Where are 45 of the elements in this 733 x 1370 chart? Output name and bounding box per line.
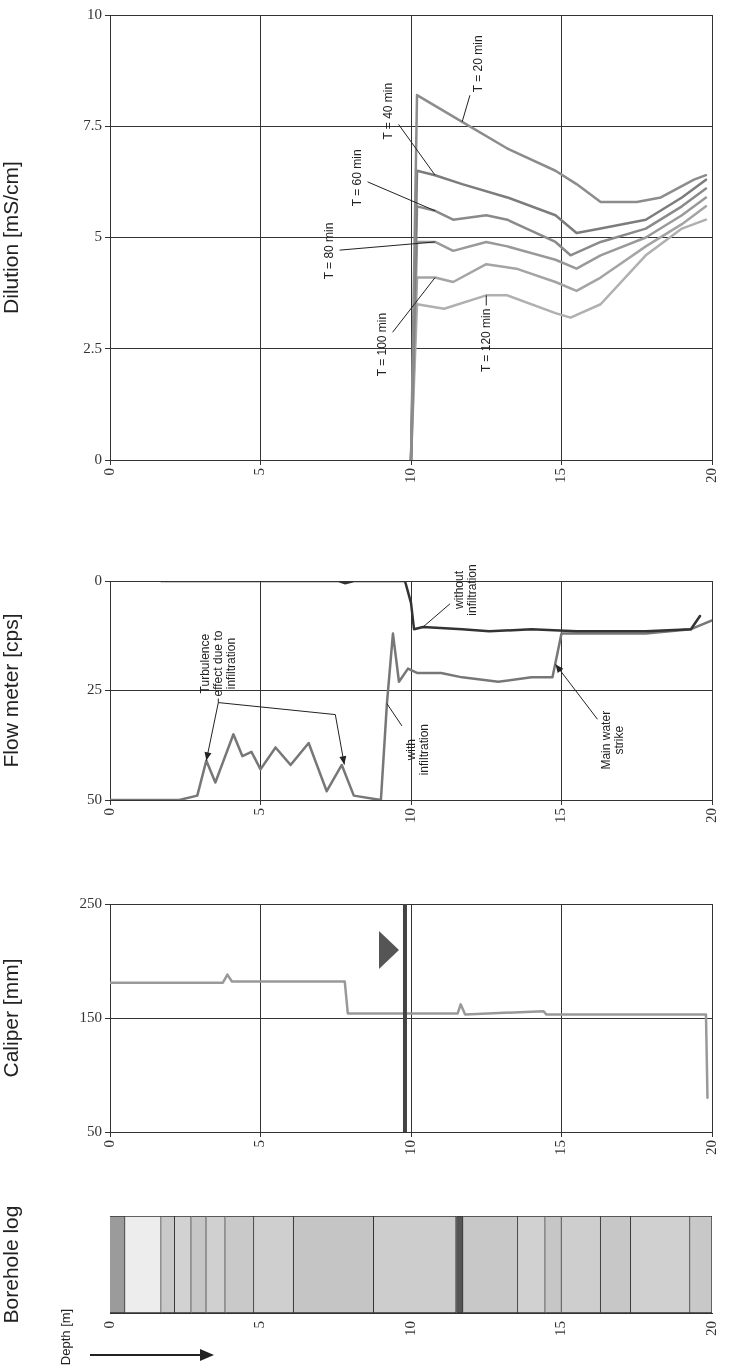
y-tick-label: 7.5 (83, 117, 102, 134)
annotation: Turbulence effect due to infiltration (197, 630, 238, 697)
x-tick-label: 5 (251, 1321, 268, 1329)
x-tick-label: 15 (552, 1321, 569, 1336)
x-tick-label: 10 (401, 468, 418, 483)
x-tick-label: 20 (702, 808, 719, 823)
x-tick-label: 10 (401, 808, 418, 823)
y-tick-label: 250 (79, 894, 102, 911)
y-axis-title: Caliper [mm] (0, 958, 23, 1078)
text: T = 40 min (381, 82, 396, 140)
text: without infiltration (451, 564, 479, 616)
y-tick-label: 0 (94, 571, 102, 588)
y-tick-label: 25 (87, 681, 102, 698)
text: T = 120 min (478, 308, 493, 373)
x-tick-label: 20 (702, 468, 719, 483)
text: T = 60 min (350, 149, 365, 207)
x-tick-label: 5 (251, 808, 268, 816)
y-tick-label: 150 (79, 1008, 102, 1025)
y-axis-title: Borehole log (0, 1205, 23, 1324)
text: T = 20 min (471, 35, 486, 93)
x-tick-label: 15 (552, 1140, 569, 1155)
x-tick-label: 10 (401, 1321, 418, 1336)
x-tick-label: 5 (251, 1140, 268, 1148)
y-tick-label: 50 (87, 1122, 102, 1139)
x-tick-label: 20 (702, 1140, 719, 1155)
text: T = 100 min (375, 312, 390, 377)
annotation: Main water strike (599, 710, 627, 770)
x-tick-label: 15 (552, 808, 569, 823)
x-tick-label: 5 (251, 468, 268, 476)
y-tick-label: 2.5 (83, 339, 102, 356)
y-axis-title: Flow meter [cps] (0, 613, 23, 768)
text: T = 80 min (322, 222, 337, 280)
x-tick-label: 0 (100, 468, 117, 476)
x-tick-label: 0 (100, 808, 117, 816)
x-tick-label: 20 (702, 1321, 719, 1336)
y-tick-label: 5 (94, 228, 102, 245)
x-tick-label: 15 (552, 468, 569, 483)
x-tick-label: 0 (100, 1140, 117, 1148)
text: with infiltration (403, 723, 431, 776)
y-axis-title: Dilution [mS/cm] (0, 161, 23, 314)
y-tick-label: 10 (87, 5, 102, 22)
y-tick-label: 50 (87, 790, 102, 807)
text: Depth [m] (57, 1308, 73, 1366)
x-tick-label: 10 (401, 1140, 418, 1155)
x-tick-label: 0 (100, 1321, 117, 1329)
